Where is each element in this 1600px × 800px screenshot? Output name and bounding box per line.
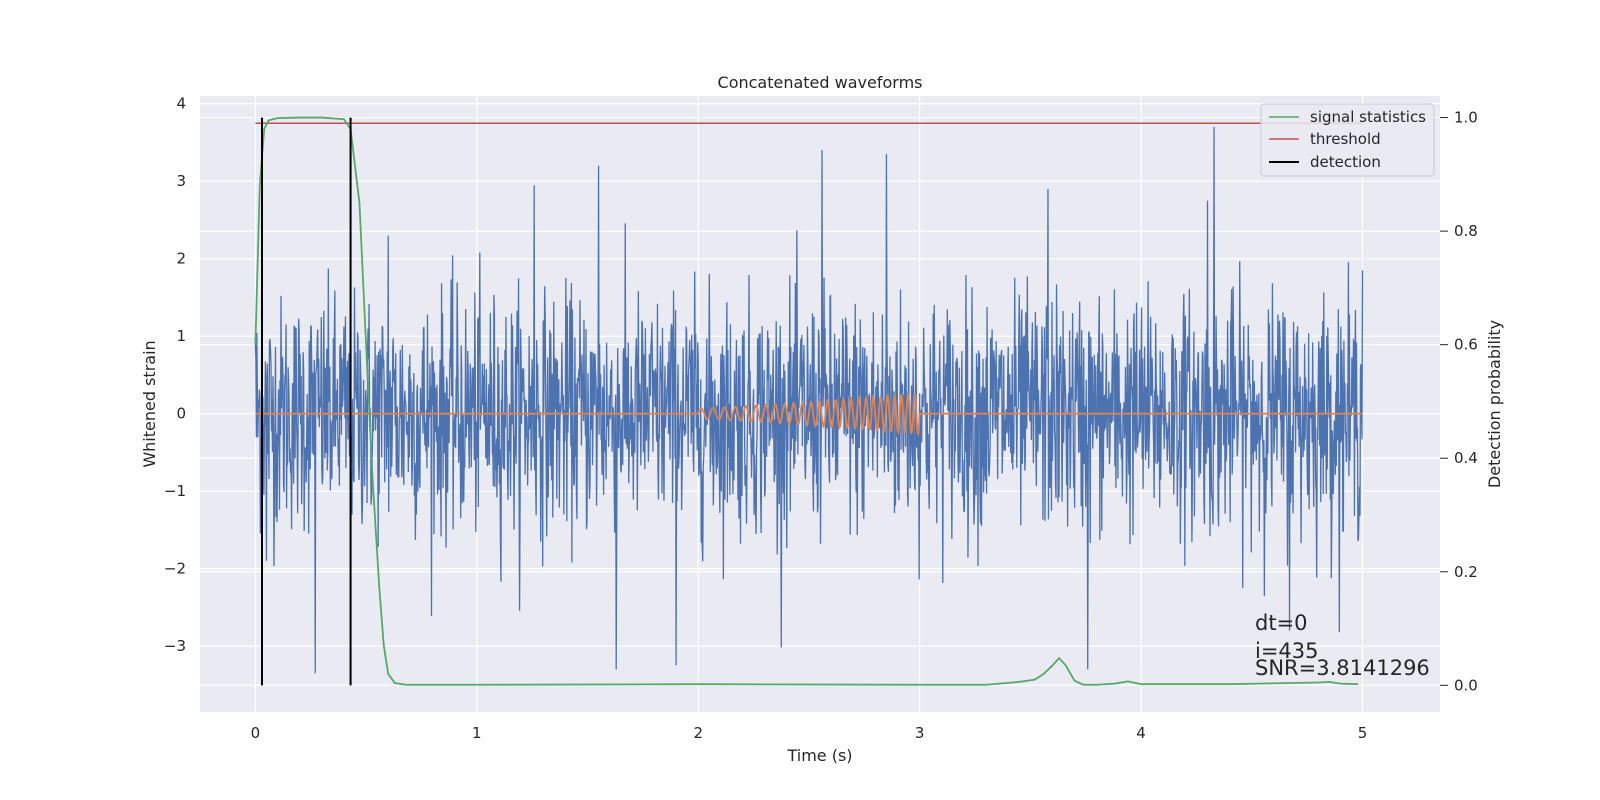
legend: signal statistics threshold detection bbox=[1260, 103, 1435, 177]
y-right-tick-label: 0.6 bbox=[1454, 336, 1478, 354]
y-tick-label: 3 bbox=[176, 172, 186, 190]
template-series-line bbox=[255, 391, 1363, 438]
x-tick-label: 3 bbox=[915, 724, 925, 742]
legend-label-detection: detection bbox=[1310, 153, 1381, 171]
y-tick-label: 0 bbox=[176, 405, 186, 423]
x-axis-label: Time (s) bbox=[786, 746, 852, 765]
y-tick-label: −2 bbox=[164, 560, 186, 578]
y-tick-label: 4 bbox=[176, 95, 186, 113]
y-tick-label: −3 bbox=[164, 637, 186, 655]
tick-labels: 0 1 2 3 4 5 −3 −2 −1 0 1 2 3 4 0.0 0.2 0.4 0.6 0.8 1.0 bbox=[164, 95, 1478, 742]
annotation-dt: dt=0 bbox=[1255, 611, 1308, 635]
strain-series-line bbox=[254, 126, 1364, 674]
y-right-tick-label: 1.0 bbox=[1454, 109, 1478, 127]
legend-frame bbox=[1260, 103, 1435, 177]
x-tick-label: 1 bbox=[472, 724, 482, 742]
y-right-tick-label: 0.0 bbox=[1454, 676, 1478, 694]
y-right-tick-label: 0.4 bbox=[1454, 449, 1478, 467]
y-tick-label: −1 bbox=[164, 482, 186, 500]
y-tick-label: 1 bbox=[176, 327, 186, 345]
y-axis-label: Whitened strain bbox=[140, 340, 159, 467]
x-tick-label: 2 bbox=[693, 724, 703, 742]
x-tick-label: 0 bbox=[251, 724, 261, 742]
legend-label-threshold: threshold bbox=[1310, 130, 1381, 148]
y-tick-label: 2 bbox=[176, 250, 186, 268]
signal-statistics-line bbox=[254, 116, 1359, 686]
y-right-tick-label: 0.2 bbox=[1454, 563, 1478, 581]
y-right-tick-label: 0.8 bbox=[1454, 222, 1478, 240]
legend-label-statistics: signal statistics bbox=[1310, 108, 1426, 126]
annotation-index: i=435 bbox=[1255, 639, 1319, 663]
annotation-snr: SNR=3.8141296 bbox=[1255, 656, 1430, 680]
chart-marks bbox=[254, 116, 1364, 686]
chart-title: Concatenated waveforms bbox=[718, 73, 923, 92]
x-tick-label: 4 bbox=[1136, 724, 1146, 742]
x-tick-label: 5 bbox=[1358, 724, 1368, 742]
y-axis-right-label: Detection probability bbox=[1485, 320, 1504, 488]
